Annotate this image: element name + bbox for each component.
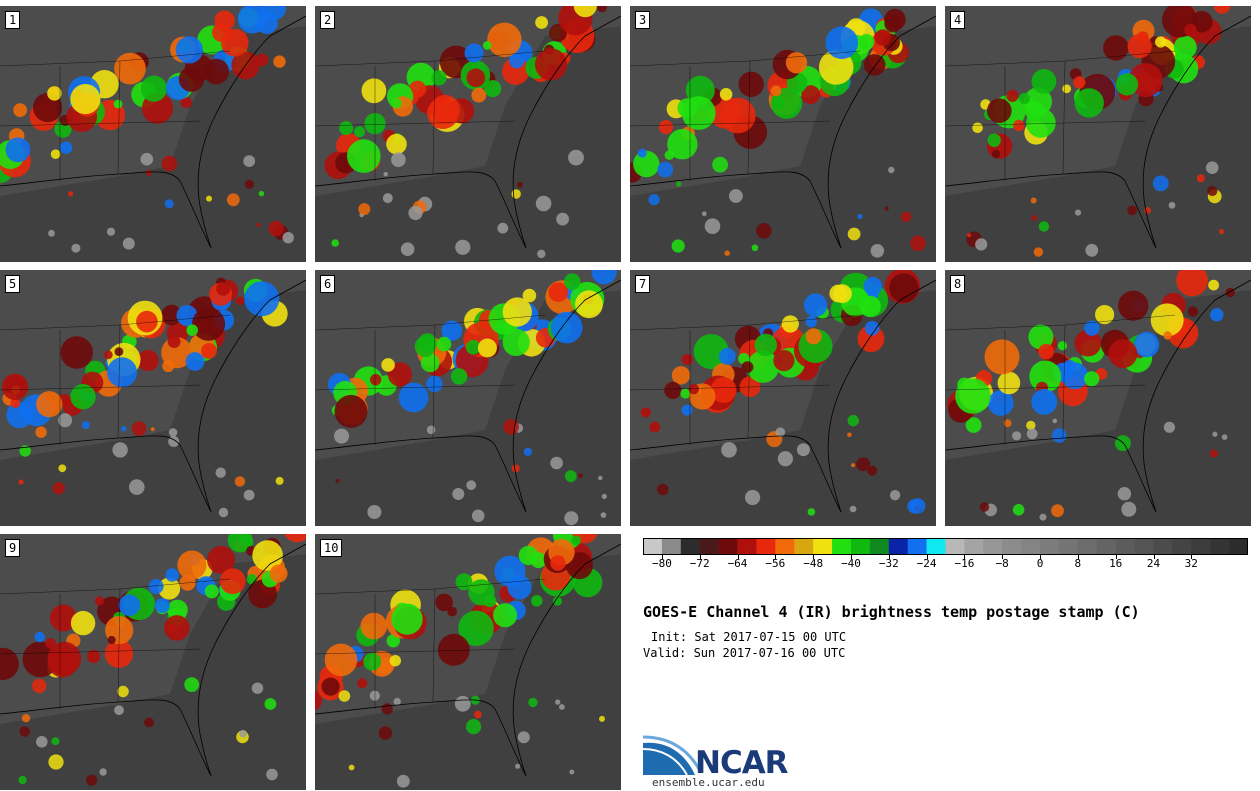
satellite-ir-map	[315, 6, 621, 262]
colorbar-tick-label: 8	[1074, 557, 1082, 570]
colorbar-tick-label: −8	[995, 557, 1009, 570]
colorbar-swatch	[926, 538, 946, 555]
satellite-ir-map	[0, 534, 306, 790]
ensemble-member-panel: 4	[945, 6, 1251, 262]
panel-number-label: 10	[320, 539, 343, 557]
colorbar-tick-mark	[1115, 555, 1117, 559]
colorbar-tick-label: −72	[689, 557, 710, 570]
colorbar-tick-label: 32	[1184, 557, 1198, 570]
colorbar-swatch	[1077, 538, 1098, 555]
satellite-ir-map	[630, 270, 936, 526]
valid-time: Valid: Sun 2017-07-16 00 UTC	[643, 646, 846, 660]
ensemble-member-panel: 5	[0, 270, 306, 526]
ensemble-member-panel: 2	[315, 6, 621, 262]
colorbar-swatch	[1058, 538, 1079, 555]
satellite-ir-map	[945, 6, 1251, 262]
colorbar-tick-label: 24	[1146, 557, 1161, 570]
ensemble-member-panel: 6	[315, 270, 621, 526]
ensemble-member-panel: 3	[630, 6, 936, 262]
colorbar-tick-label: −16	[954, 557, 975, 570]
panel-number-label: 3	[635, 11, 651, 29]
colorbar-swatch	[983, 538, 1003, 555]
satellite-ir-map	[0, 270, 306, 526]
colorbar-swatch	[1172, 538, 1192, 555]
ensemble-member-panel: 9	[0, 534, 306, 790]
colorbar-tick-label: 0	[1036, 557, 1044, 570]
colorbar-swatch	[794, 538, 814, 555]
colorbar-swatch	[1191, 538, 1211, 555]
colorbar-swatch	[1229, 538, 1248, 555]
panel-number-label: 7	[635, 275, 651, 293]
chart-title: GOES-E Channel 4 (IR) brightness temp po…	[643, 603, 1140, 621]
colorbar-swatch	[1021, 538, 1041, 555]
colorbar-tick-label: −40	[841, 557, 861, 570]
colorbar	[643, 538, 1248, 555]
colorbar-swatch	[1134, 538, 1154, 555]
colorbar-swatch	[775, 538, 795, 555]
satellite-ir-map	[945, 270, 1251, 526]
colorbar-swatch	[737, 538, 757, 555]
colorbar-tick-mark	[1153, 555, 1155, 559]
colorbar-tick-mark	[775, 555, 777, 559]
colorbar-swatch	[850, 538, 871, 555]
colorbar-tick-mark	[888, 555, 890, 559]
colorbar-swatch	[718, 538, 738, 555]
satellite-ir-map	[315, 270, 621, 526]
colorbar-swatch	[680, 538, 701, 555]
ensemble-member-panel: 10	[315, 534, 621, 790]
colorbar-swatch	[699, 538, 719, 555]
colorbar-swatch	[869, 538, 890, 555]
satellite-ir-map	[630, 6, 936, 262]
colorbar-swatch	[1040, 538, 1060, 555]
panel-number-label: 5	[5, 275, 21, 293]
colorbar-swatch	[661, 538, 682, 555]
colorbar-tick-mark	[1191, 555, 1193, 559]
panel-number-label: 2	[320, 11, 336, 29]
satellite-ir-map	[315, 534, 621, 790]
colorbar-swatch	[907, 538, 927, 555]
colorbar-swatch	[1096, 538, 1116, 555]
ensemble-member-panel: 1	[0, 6, 306, 262]
init-time: Init: Sat 2017-07-15 00 UTC	[651, 630, 847, 644]
panel-number-label: 4	[950, 11, 966, 29]
ncar-logo-icon	[643, 735, 701, 775]
colorbar-swatch	[888, 538, 908, 555]
colorbar-tick-label: −64	[727, 557, 748, 570]
colorbar-tick-mark	[813, 555, 815, 559]
panel-number-label: 9	[5, 539, 21, 557]
colorbar-swatch	[643, 538, 663, 555]
colorbar-swatch	[1210, 538, 1230, 555]
colorbar-tick-mark	[1040, 555, 1041, 559]
colorbar-swatch	[813, 538, 833, 555]
satellite-ir-map	[0, 6, 306, 262]
colorbar-tick-label: −32	[878, 557, 899, 570]
colorbar-tick-mark	[737, 555, 739, 559]
colorbar-tick-mark	[851, 555, 852, 559]
colorbar-tick-mark	[661, 555, 663, 559]
panel-number-label: 8	[950, 275, 966, 293]
colorbar-swatch	[945, 538, 965, 555]
colorbar-tick-label: −56	[765, 557, 786, 570]
panel-number-label: 1	[5, 11, 21, 29]
colorbar-swatch	[832, 538, 852, 555]
colorbar-tick-label: −24	[916, 557, 937, 570]
colorbar-tick-mark	[964, 555, 966, 559]
ensemble-member-panel: 7	[630, 270, 936, 526]
colorbar-tick-label: 16	[1109, 557, 1123, 570]
colorbar-swatch	[756, 538, 776, 555]
logo-text: NCAR	[695, 745, 789, 781]
colorbar-swatch	[1002, 538, 1022, 555]
ensemble-member-panel: 8	[945, 270, 1251, 526]
panel-number-label: 6	[320, 275, 336, 293]
colorbar-tick-label: −48	[803, 557, 824, 570]
colorbar-swatch	[1153, 538, 1173, 555]
colorbar-tick-mark	[699, 555, 701, 559]
colorbar-swatch	[964, 538, 984, 555]
colorbar-tick-label: −80	[651, 557, 672, 570]
colorbar-swatch	[1115, 538, 1135, 555]
website-url: ensemble.ucar.edu	[652, 776, 765, 789]
colorbar-tick-mark	[1002, 555, 1004, 559]
colorbar-tick-mark	[926, 555, 928, 559]
colorbar-tick-mark	[1077, 555, 1079, 559]
